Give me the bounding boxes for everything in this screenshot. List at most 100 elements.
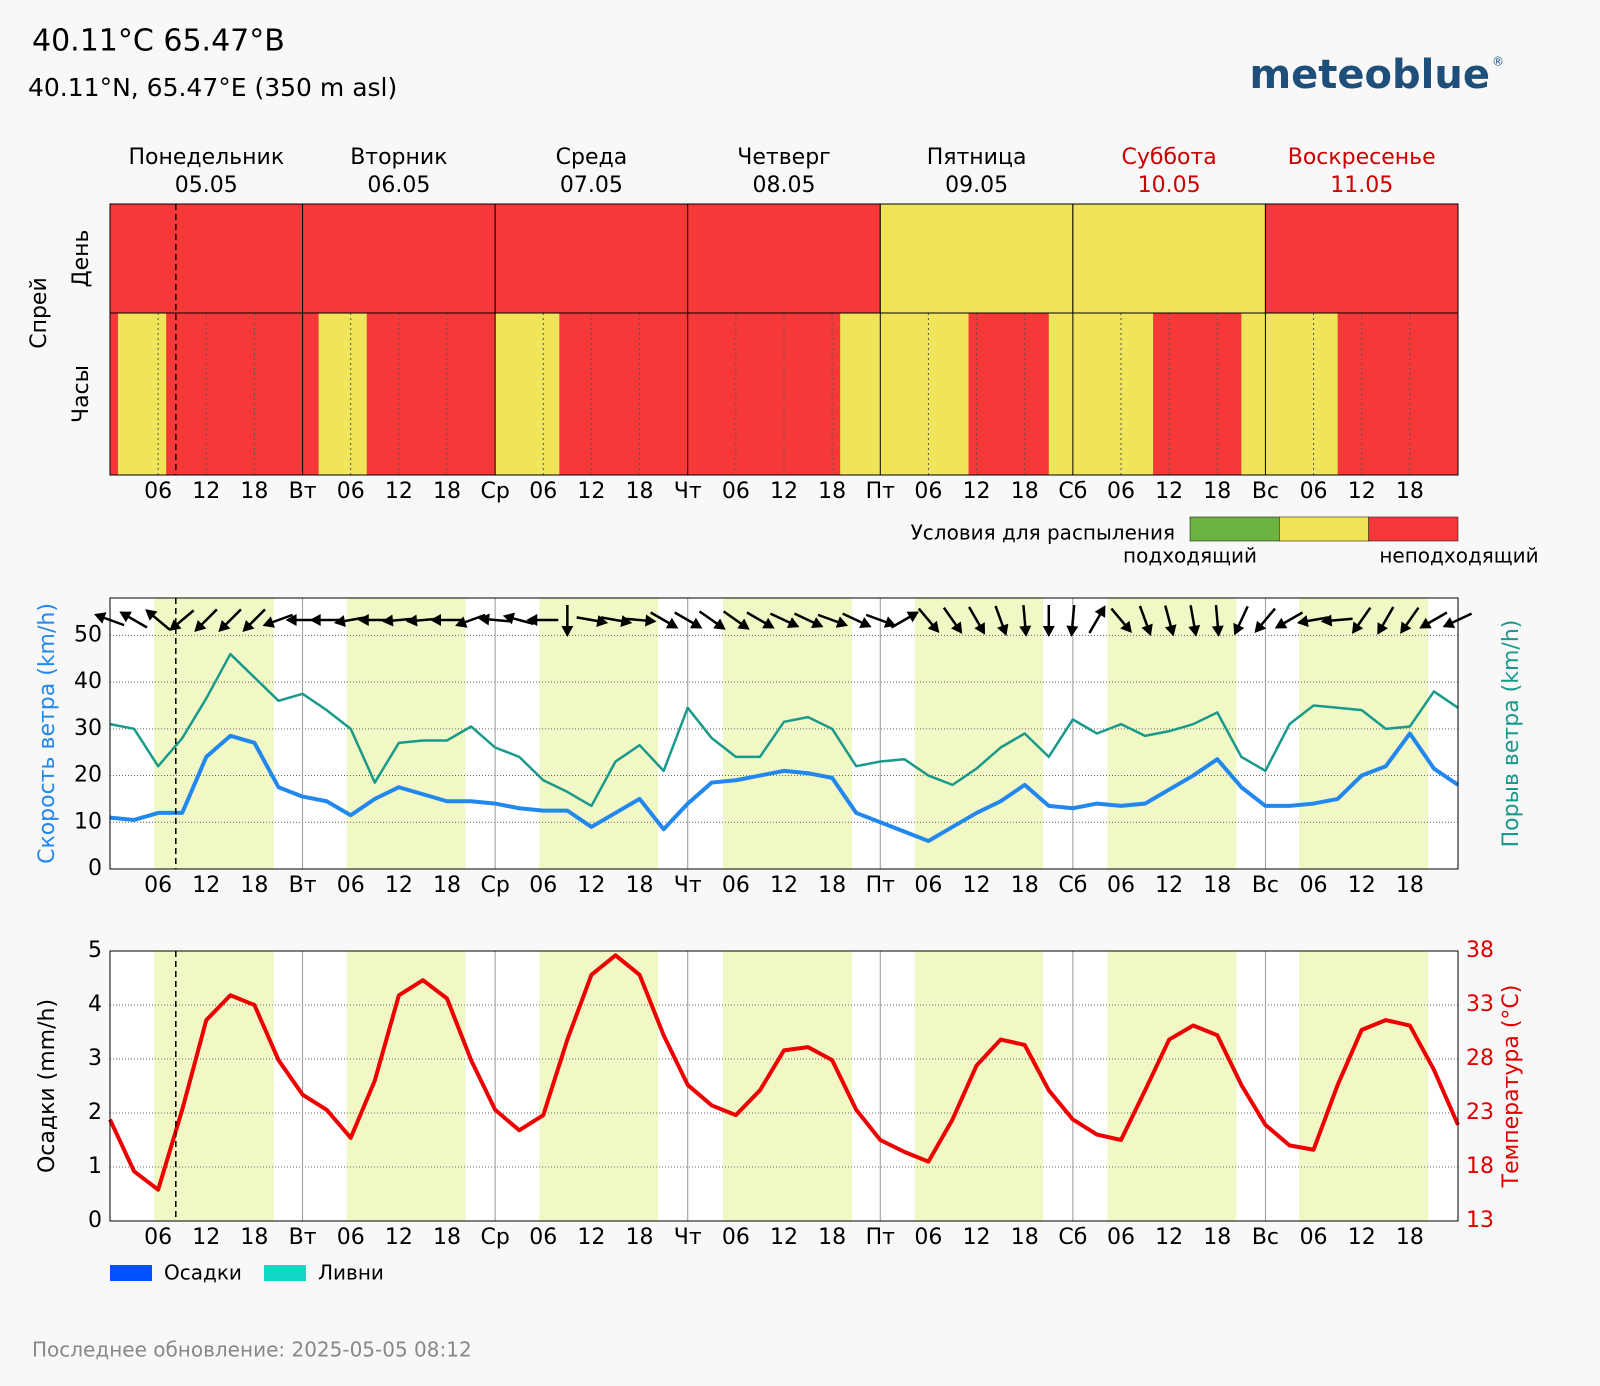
x-tick-label: 18 bbox=[240, 479, 268, 504]
hour-condition bbox=[230, 313, 239, 475]
hour-condition bbox=[302, 313, 312, 475]
daylight-band bbox=[1299, 951, 1429, 1221]
hour-condition bbox=[1104, 313, 1114, 475]
x-tick-label: 12 bbox=[385, 873, 413, 898]
wind-arrow bbox=[145, 609, 171, 631]
hour-condition bbox=[1161, 313, 1170, 475]
hour-condition bbox=[864, 313, 873, 475]
wind-arrow bbox=[1088, 605, 1106, 634]
wind-arrow bbox=[1188, 605, 1201, 637]
hour-condition bbox=[687, 313, 697, 475]
hour-condition bbox=[575, 313, 584, 475]
y-tick-label: 1 bbox=[88, 1154, 102, 1179]
x-tick-label: 06 bbox=[529, 479, 557, 504]
x-tick-label: 12 bbox=[770, 1225, 798, 1250]
day-condition bbox=[494, 203, 689, 314]
wind-arrow bbox=[1211, 604, 1224, 637]
hour-condition bbox=[1297, 313, 1307, 475]
hour-condition bbox=[254, 313, 263, 475]
arrow-head bbox=[689, 617, 703, 629]
arrow-head bbox=[1419, 617, 1432, 629]
arrow-head bbox=[285, 614, 297, 626]
hour-condition bbox=[1137, 313, 1146, 475]
wind-arrow bbox=[455, 613, 486, 628]
hour-condition bbox=[623, 313, 633, 475]
hour-condition bbox=[1217, 313, 1226, 475]
hour-condition bbox=[1169, 313, 1178, 475]
arrow-head bbox=[997, 623, 1009, 636]
hour-condition bbox=[848, 313, 857, 475]
arrow-head bbox=[169, 619, 182, 631]
frame bbox=[109, 203, 1459, 476]
wind-arrow bbox=[817, 613, 849, 628]
wind-arrow bbox=[1351, 606, 1372, 634]
x-tick-label: 12 bbox=[770, 873, 798, 898]
hour-condition bbox=[792, 313, 801, 475]
y2-tick-label: 28 bbox=[1466, 1046, 1494, 1071]
day-name: Вторник bbox=[350, 145, 447, 170]
wind-arrow bbox=[1400, 606, 1420, 634]
arrow-head bbox=[455, 616, 468, 628]
hour-condition bbox=[134, 313, 143, 475]
arrow-head bbox=[478, 613, 490, 626]
arrow-head bbox=[665, 617, 679, 629]
hour-condition bbox=[1121, 313, 1130, 475]
arrow-head bbox=[1254, 620, 1267, 634]
day-name: Четверг bbox=[737, 145, 830, 170]
x-tick-label: 12 bbox=[577, 1225, 605, 1250]
wind-arrow bbox=[793, 612, 824, 628]
hour-condition bbox=[1441, 313, 1451, 475]
y-label: Спрей bbox=[27, 277, 52, 349]
hour-condition bbox=[214, 313, 223, 475]
hour-condition bbox=[543, 313, 552, 475]
wind-arrow bbox=[600, 615, 633, 627]
wind-arrow bbox=[1066, 604, 1079, 637]
hour-condition bbox=[438, 313, 448, 475]
hour-condition bbox=[206, 313, 215, 475]
hour-condition bbox=[1016, 313, 1026, 475]
wind-arrow bbox=[576, 615, 609, 627]
row-label: День bbox=[69, 229, 94, 287]
hour-condition bbox=[840, 313, 849, 475]
legend-label: неподходящий bbox=[1379, 544, 1538, 568]
x-tick-label: 12 bbox=[963, 479, 991, 504]
wind-arrow bbox=[842, 612, 872, 628]
hour-condition bbox=[1177, 313, 1186, 475]
footer: Последнее обновление: 2025-05-05 08:12 bbox=[32, 1338, 472, 1362]
hour-condition bbox=[631, 313, 641, 475]
hour-condition bbox=[150, 313, 159, 475]
hour-condition bbox=[655, 313, 665, 475]
arrow-head bbox=[1320, 614, 1333, 627]
hour-condition bbox=[1257, 313, 1266, 475]
hour-condition bbox=[904, 313, 913, 475]
x-tick-label: 18 bbox=[240, 873, 268, 898]
wind-arrow bbox=[1110, 607, 1132, 634]
x-tick-label: 18 bbox=[1203, 479, 1231, 504]
y-label: Осадки (mm/h) bbox=[35, 999, 60, 1173]
hour-condition bbox=[350, 313, 360, 475]
x-tick-label: 18 bbox=[1396, 479, 1424, 504]
legend-swatch bbox=[110, 1265, 152, 1281]
hour-condition bbox=[278, 313, 288, 475]
hour-condition bbox=[479, 313, 488, 475]
hour-condition bbox=[743, 313, 753, 475]
hour-condition bbox=[1305, 313, 1315, 475]
arrow-head bbox=[119, 611, 132, 623]
x-tick-label: 18 bbox=[433, 873, 461, 898]
series-line bbox=[109, 731, 1460, 843]
day-name: Пятница bbox=[927, 145, 1027, 170]
y-label: Скорость ветра (km/h) bbox=[35, 603, 60, 864]
hour-condition bbox=[1185, 313, 1194, 475]
wind-arrow bbox=[94, 612, 125, 627]
hour-condition bbox=[430, 313, 440, 475]
hour-condition bbox=[735, 313, 745, 475]
hour-condition bbox=[551, 313, 560, 475]
hour-condition bbox=[968, 313, 978, 475]
wind-arrow bbox=[218, 608, 242, 633]
arrow-head bbox=[737, 618, 750, 630]
frame bbox=[109, 597, 1459, 870]
hour-condition bbox=[936, 313, 945, 475]
x-tick-label: 12 bbox=[1155, 479, 1183, 504]
hour-condition bbox=[816, 313, 825, 475]
